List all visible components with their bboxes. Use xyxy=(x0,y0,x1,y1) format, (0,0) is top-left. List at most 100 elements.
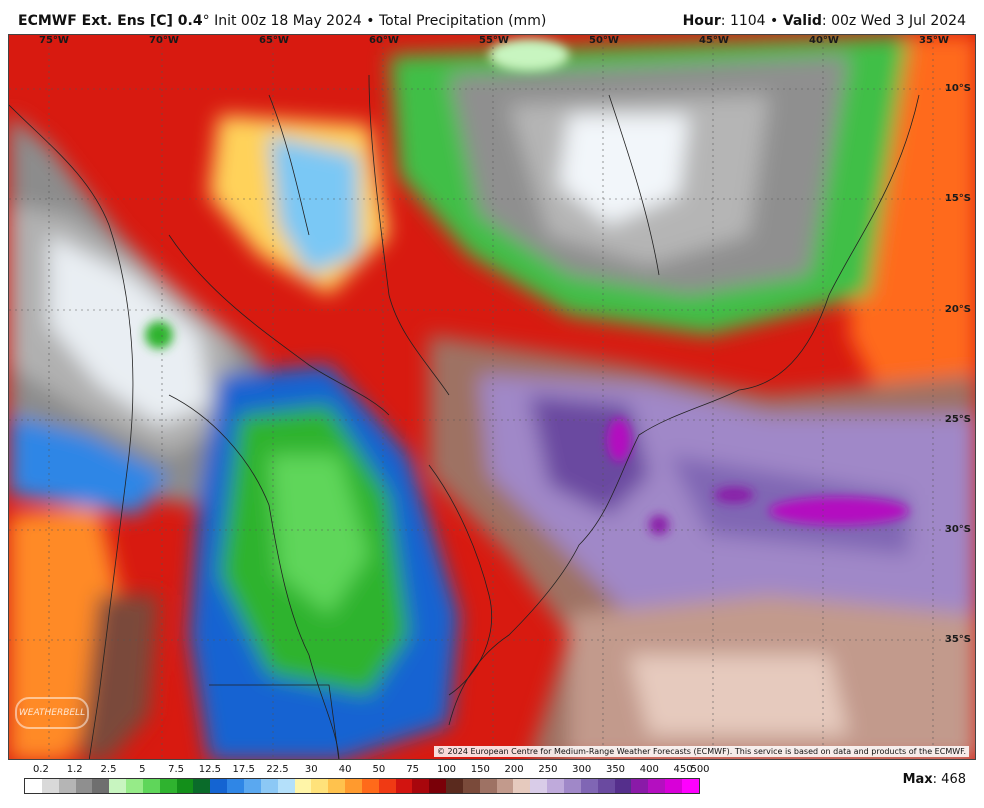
legend-swatch xyxy=(580,779,598,793)
valid-label: Valid xyxy=(782,13,822,29)
legend-swatch xyxy=(564,779,581,793)
legend-swatch xyxy=(345,779,362,793)
lat-label-25s: 25°S xyxy=(944,414,971,425)
field-name: Total Precipitation (mm) xyxy=(378,13,547,29)
legend-swatch xyxy=(328,779,346,793)
legend-tick-label: 500 xyxy=(690,764,710,775)
legend-swatch xyxy=(126,779,143,793)
legend-swatch xyxy=(547,779,564,793)
legend-tick-label: 150 xyxy=(470,764,490,775)
legend-swatch xyxy=(378,779,396,793)
legend-swatch xyxy=(648,779,666,793)
legend-swatch xyxy=(210,779,228,793)
legend-swatch xyxy=(530,779,548,793)
map-header: ECMWF Ext. Ens [C] 0.4° Init 00z 18 May … xyxy=(0,0,984,34)
legend-tick-label: 1.2 xyxy=(66,764,83,775)
model-name: ECMWF Ext. Ens [C] 0.4 xyxy=(18,13,203,29)
legend-swatch xyxy=(311,779,329,793)
legend-swatch xyxy=(395,779,413,793)
legend-swatch xyxy=(479,779,497,793)
legend-swatch xyxy=(665,779,682,793)
copyright-notice: © 2024 European Centre for Medium-Range … xyxy=(434,746,969,757)
legend-swatch xyxy=(446,779,463,793)
lon-label-65w: 65°W xyxy=(259,35,289,46)
graticule xyxy=(9,35,975,759)
legend-swatch xyxy=(109,779,127,793)
lat-label-20s: 20°S xyxy=(944,304,971,315)
legend-swatch xyxy=(614,779,632,793)
valid-info: Hour: 1104 • Valid: 00z Wed 3 Jul 2024 xyxy=(683,13,966,29)
legend-tick-label: 7.5 xyxy=(168,764,185,775)
legend-swatch xyxy=(631,779,649,793)
lon-label-35w: 35°W xyxy=(919,35,949,46)
max-number: : 468 xyxy=(932,772,966,787)
legend-tick-label: 40 xyxy=(338,764,352,775)
legend-swatch xyxy=(260,779,278,793)
legend-swatch xyxy=(142,779,160,793)
precipitation-field xyxy=(9,35,975,759)
legend-tick-label: 350 xyxy=(605,764,626,775)
lon-label-70w: 70°W xyxy=(149,35,179,46)
legend-tick-label: 100 xyxy=(436,764,457,775)
borders xyxy=(9,74,920,759)
legend-swatch xyxy=(92,779,110,793)
valid-separator: • xyxy=(770,13,779,29)
lon-label-75w: 75°W xyxy=(39,35,69,46)
lat-label-10s: 10°S xyxy=(944,83,971,94)
legend-swatch xyxy=(361,779,379,793)
legend-tick-label: 400 xyxy=(639,764,659,775)
legend-color-bar xyxy=(24,778,700,794)
legend-tick-label: 450 xyxy=(673,764,693,775)
degree-symbol: ° xyxy=(202,13,210,29)
legend-swatch xyxy=(412,779,430,793)
legend-tick-label: 5 xyxy=(139,764,146,775)
legend-tick-label: 2.5 xyxy=(100,764,117,775)
legend-tick-label: 12.5 xyxy=(198,764,222,775)
max-value: Max: 468 xyxy=(903,772,966,787)
legend-tick-label: 0.2 xyxy=(32,764,49,775)
legend-tick-label: 17.5 xyxy=(232,764,255,775)
lon-label-55w: 55°W xyxy=(479,35,509,46)
legend-swatch xyxy=(41,779,59,793)
legend-tick-label: 250 xyxy=(538,764,558,775)
legend-swatch xyxy=(681,779,699,793)
title-separator: • xyxy=(366,13,375,29)
color-legend: 0.2 1.2 2.5 5 7.5 12.5 17.5 22.5 30 40 50 75 100 150 2… xyxy=(24,764,710,796)
legend-swatch xyxy=(58,779,76,793)
hour-value: : 1104 xyxy=(720,13,766,29)
legend-swatch xyxy=(597,779,615,793)
weatherbell-logo: WEATHERBELL xyxy=(15,697,89,729)
lat-label-15s: 15°S xyxy=(944,193,971,204)
legend-tick-label: 30 xyxy=(304,764,318,775)
precipitation-map[interactable]: 75°W 70°W 65°W 60°W 55°W 50°W 45°W 40°W … xyxy=(8,34,976,760)
legend-swatch xyxy=(462,779,480,793)
map-title: ECMWF Ext. Ens [C] 0.4° Init 00z 18 May … xyxy=(18,13,546,29)
logo-text: WEATHERBELL xyxy=(18,708,86,718)
max-label: Max xyxy=(902,772,933,787)
lat-label-35s: 35°S xyxy=(944,634,971,645)
hour-label: Hour xyxy=(682,13,721,29)
legend-swatch xyxy=(429,779,447,793)
legend-tick-label: 200 xyxy=(504,764,524,775)
legend-swatch xyxy=(513,779,531,793)
lon-label-50w: 50°W xyxy=(589,35,619,46)
lon-label-45w: 45°W xyxy=(699,35,729,46)
legend-swatch xyxy=(75,779,93,793)
init-time: Init 00z 18 May 2024 xyxy=(214,13,362,29)
legend-swatch xyxy=(159,779,177,793)
legend-swatch xyxy=(243,779,261,793)
legend-swatch xyxy=(193,779,211,793)
legend-swatch xyxy=(227,779,244,793)
legend-swatch xyxy=(294,779,312,793)
lon-label-40w: 40°W xyxy=(809,35,839,46)
legend-tick-label: 300 xyxy=(572,764,592,775)
lon-label-60w: 60°W xyxy=(369,35,399,46)
legend-tick-label: 50 xyxy=(372,764,386,775)
legend-tick-label: 22.5 xyxy=(266,764,289,775)
legend-swatch xyxy=(25,779,42,793)
valid-value: : 00z Wed 3 Jul 2024 xyxy=(821,13,966,29)
legend-swatch xyxy=(277,779,295,793)
legend-labels: 0.2 1.2 2.5 5 7.5 12.5 17.5 22.5 30 40 50 75 100 150 2… xyxy=(24,764,710,778)
legend-swatch xyxy=(176,779,194,793)
legend-swatch xyxy=(496,779,514,793)
